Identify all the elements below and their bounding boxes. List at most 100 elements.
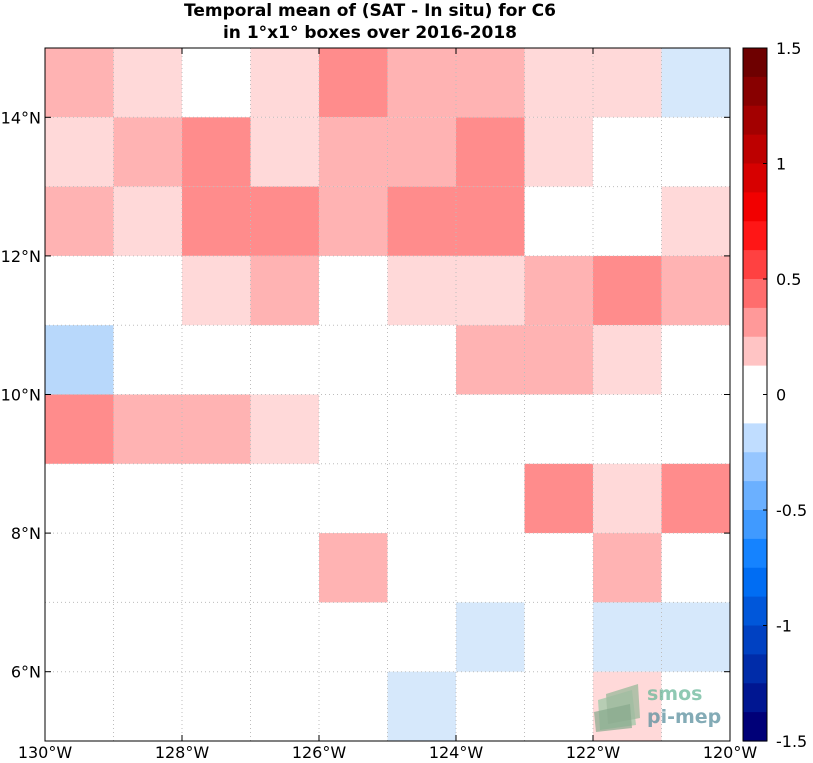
colorbar-swatch [743, 452, 767, 482]
heatmap-cell [593, 533, 662, 603]
colorbar-swatch [743, 625, 767, 655]
heatmap-cell [456, 602, 525, 672]
colorbar-swatch [743, 48, 767, 78]
heatmap-cell [113, 48, 182, 118]
colorbar-swatch [743, 423, 767, 453]
heatmap-cell [387, 48, 456, 118]
heatmap-cell [182, 255, 251, 326]
colorbar-swatch [743, 163, 767, 193]
heatmap-cell [182, 117, 251, 187]
colorbar-swatch [743, 394, 767, 424]
heatmap-cell [661, 463, 730, 534]
colorbar-tick-label: 0.5 [776, 270, 801, 289]
heatmap-cell [250, 186, 319, 256]
heatmap-cell [45, 117, 114, 187]
heatmap-cell [387, 117, 456, 187]
x-tick-label: 122°W [566, 743, 621, 762]
colorbar-swatch [743, 279, 767, 309]
heatmap-cell [593, 255, 662, 326]
colorbar-ticks: 1.5 1 0.5 0 -0.5 -1 -1.5 [763, 39, 807, 751]
heatmap-cell [387, 255, 456, 326]
colorbar-swatch [743, 538, 767, 569]
x-axis: 130°W 128°W 126°W 124°W 122°W 120°W [18, 48, 758, 762]
colorbar-tick-label: -0.5 [776, 501, 807, 520]
heatmap-cell [524, 48, 593, 118]
y-axis: 6°N 8°N 10°N 12°N 14°N [1, 108, 730, 682]
chart-subtitle: in 1°x1° boxes over 2016-2018 [222, 23, 518, 43]
logo-text-pimep: pi-mep [647, 706, 721, 728]
heatmap-cell [250, 255, 319, 326]
heatmap-cell [456, 48, 525, 118]
colorbar-swatch [743, 250, 767, 280]
heatmap-cell [456, 186, 525, 256]
colorbar-swatch [743, 712, 767, 742]
x-tick-label: 120°W [703, 743, 758, 762]
logo-text-smos: smos [647, 683, 702, 705]
colorbar-swatch [743, 510, 767, 540]
colorbar-tick-label: 0 [776, 386, 786, 405]
heatmap-cell [593, 325, 662, 395]
chart-title: Temporal mean of (SAT - In situ) for C6 [184, 1, 556, 21]
heatmap-cell [319, 48, 388, 118]
heatmap-cell [319, 533, 388, 603]
colorbar-tick-label: 1 [776, 155, 786, 174]
y-tick-label: 10°N [1, 386, 41, 405]
heatmap-cell [250, 394, 319, 464]
colorbar-swatch [743, 654, 767, 684]
heatmap-cell [182, 394, 251, 464]
y-tick-label: 14°N [1, 108, 41, 127]
x-tick-label: 130°W [18, 743, 73, 762]
heatmap-cell [250, 117, 319, 187]
smos-pimep-logo: smos pi-mep [594, 683, 721, 732]
y-tick-label: 12°N [1, 247, 41, 266]
heatmap-cell [45, 325, 114, 395]
heatmap-cell [524, 255, 593, 326]
colorbar-swatch [743, 481, 767, 511]
heatmap-cell [113, 117, 182, 187]
heatmap-cell [456, 255, 525, 326]
colorbar-tick-label: -1.5 [776, 732, 807, 751]
heatmap-cell [45, 186, 114, 256]
heatmap-cell [45, 394, 114, 464]
heatmap-cell [250, 48, 319, 118]
heatmap-cell [456, 117, 525, 187]
heatmap-cell [319, 117, 388, 187]
heatmap-cell [593, 48, 662, 118]
x-tick-label: 124°W [429, 743, 484, 762]
colorbar-swatch [743, 365, 767, 396]
heatmap-cell [661, 255, 730, 326]
heatmap-cell [524, 463, 593, 534]
y-tick-label: 8°N [11, 524, 41, 543]
colorbar-swatch [743, 683, 767, 713]
x-tick-label: 126°W [292, 743, 347, 762]
y-tick-label: 6°N [11, 663, 41, 682]
colorbar-swatch [743, 105, 767, 136]
heatmap-cell [661, 602, 730, 672]
heatmap-cell [387, 186, 456, 256]
heatmap-cell [113, 186, 182, 256]
colorbar-tick-label: 1.5 [776, 39, 801, 58]
heatmap-cell [661, 186, 730, 256]
colorbar-swatch [743, 567, 767, 598]
heatmap-cell [593, 602, 662, 672]
heatmap-cell [387, 671, 456, 741]
heatmap-cells [45, 48, 730, 741]
heatmap-cell [113, 394, 182, 464]
heatmap-cell [45, 48, 114, 118]
colorbar-swatch [743, 192, 767, 222]
heatmap-cell [182, 186, 251, 256]
colorbar [742, 47, 768, 742]
heatmap-cell [593, 463, 662, 534]
heatmap-cell [456, 325, 525, 395]
colorbar-swatch [743, 307, 767, 338]
heatmap-cell [661, 48, 730, 118]
colorbar-swatch [743, 596, 767, 627]
heatmap-cell [319, 186, 388, 256]
x-tick-label: 128°W [155, 743, 210, 762]
colorbar-swatch [743, 221, 767, 251]
colorbar-swatch [743, 336, 767, 367]
heatmap-cell [524, 117, 593, 187]
colorbar-tick-label: -1 [776, 617, 792, 636]
heatmap-cell [524, 325, 593, 395]
